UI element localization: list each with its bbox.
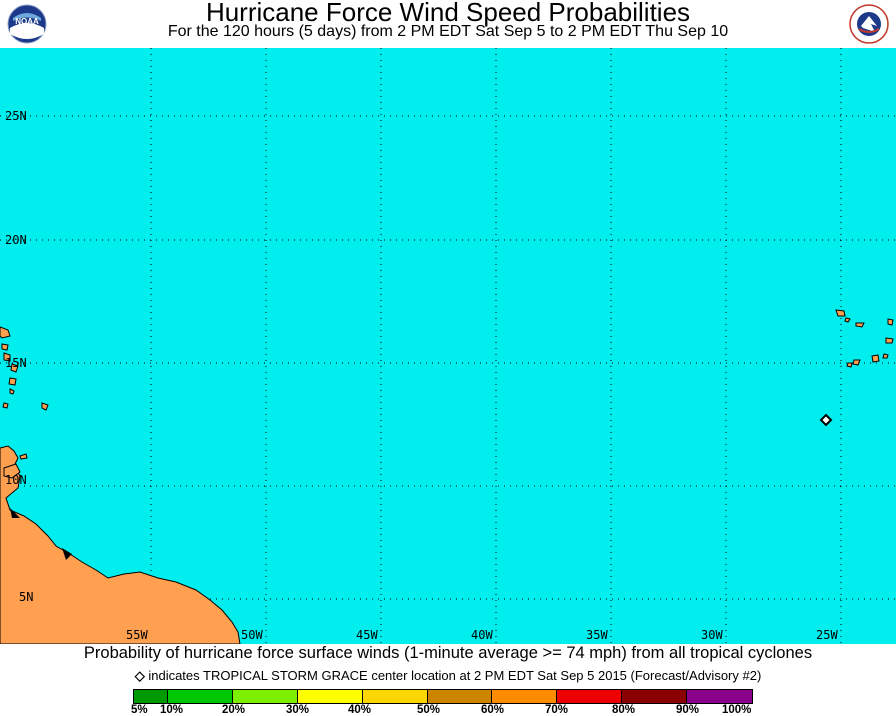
legend-label-30: 30% xyxy=(286,704,310,716)
legend-label-20: 20% xyxy=(222,704,246,716)
map-subtitle: For the 120 hours (5 days) from 2 PM EDT… xyxy=(167,23,729,40)
storm-location-note: ◇ indicates TROPICAL STORM GRACE center … xyxy=(0,668,896,683)
river-delta xyxy=(62,548,72,560)
legend-swatch-30-40 xyxy=(298,690,363,703)
map-caption: Probability of hurricane force surface w… xyxy=(83,644,813,662)
tobago-island xyxy=(19,453,28,460)
lesser-antilles xyxy=(0,326,49,411)
legend-swatch-20-30 xyxy=(233,690,298,703)
legend-swatch-90-100 xyxy=(687,690,752,703)
noaa-logo: NOAA xyxy=(7,4,47,44)
lon-label-40w: 40W xyxy=(471,628,493,642)
cape-verde-islands xyxy=(835,309,894,368)
lon-label-50w: 50W xyxy=(241,628,263,642)
legend-label-50: 50% xyxy=(417,704,441,716)
legend-swatch-10-20 xyxy=(168,690,233,703)
legend-label-80: 80% xyxy=(612,704,636,716)
legend-swatch-50-60 xyxy=(428,690,492,703)
legend-swatch-70-80 xyxy=(557,690,622,703)
legend-label-100: 100% xyxy=(722,704,752,716)
lon-label-45w: 45W xyxy=(356,628,378,642)
lat-label-10n: 10N xyxy=(5,473,27,487)
probability-legend-bar xyxy=(133,689,753,704)
trinidad-island xyxy=(3,463,21,479)
legend-swatch-80-90 xyxy=(622,690,687,703)
nws-logo xyxy=(849,4,889,44)
legend-swatch-60-70 xyxy=(492,690,557,703)
lon-label-30w: 30W xyxy=(701,628,723,642)
storm-center-marker xyxy=(819,413,833,427)
lon-label-55w: 55W xyxy=(126,628,148,642)
lat-label-20n: 20N xyxy=(5,233,27,247)
lat-label-5n: 5N xyxy=(19,590,34,604)
legend-label-10: 10% xyxy=(160,704,184,716)
legend-swatch-40-50 xyxy=(363,690,428,703)
legend-label-5: 5% xyxy=(131,704,148,716)
storm-marker-icon: ◇ xyxy=(134,668,145,683)
lon-label-25w: 25W xyxy=(816,628,838,642)
map-title: Hurricane Force Wind Speed Probabilities xyxy=(205,0,691,27)
lat-label-15n: 15N xyxy=(5,356,27,370)
legend-label-60: 60% xyxy=(481,704,505,716)
noaa-logo-text: NOAA xyxy=(15,17,39,26)
storm-location-text: indicates TROPICAL STORM GRACE center lo… xyxy=(148,668,762,683)
legend-label-70: 70% xyxy=(545,704,569,716)
lat-label-25n: 25N xyxy=(5,109,27,123)
probability-map: 25N 20N 15N 10N 5N 55W 50W 45W 40W 35W 3… xyxy=(0,48,896,644)
ocean-area xyxy=(0,48,896,644)
legend-swatch-5-10 xyxy=(134,690,168,703)
lon-label-35w: 35W xyxy=(586,628,608,642)
gulf-of-paria xyxy=(10,508,20,518)
legend-label-90: 90% xyxy=(676,704,700,716)
legend-label-40: 40% xyxy=(348,704,372,716)
